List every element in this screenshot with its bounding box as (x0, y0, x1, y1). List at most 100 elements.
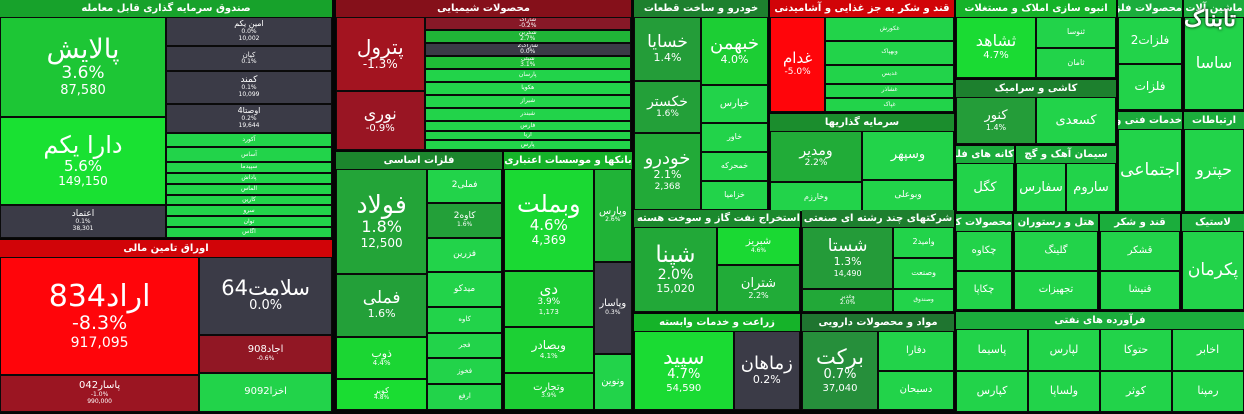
sector-title[interactable]: لاستیک (1182, 214, 1244, 231)
stock-tile[interactable]: شتران 2.2% (717, 264, 800, 312)
stock-tile[interactable]: فزرین (427, 237, 502, 273)
stock-tile[interactable]: کاوه (427, 306, 502, 333)
stock-tile[interactable]: اعتماد 0.1% 38,301 (0, 204, 166, 238)
stock-tile[interactable]: برکت 0.7% 37,040 (802, 331, 878, 410)
stock-tile[interactable]: فجر (427, 332, 502, 359)
stock-tile[interactable]: تجهیزات (1014, 270, 1098, 310)
sector-title[interactable]: استخراج نفت گاز و سوخت هسته ای (634, 210, 800, 227)
stock-tile[interactable]: میدکو (427, 272, 502, 307)
stock-tile[interactable]: دفارا (878, 331, 954, 371)
stock-tile[interactable]: خسایا 1.4% (634, 17, 701, 82)
stock-tile[interactable]: شپلی 3.1% (424, 55, 631, 69)
stock-tile[interactable]: ثامان (1036, 47, 1116, 78)
stock-tile[interactable]: حتوکا (1100, 329, 1172, 371)
stock-tile[interactable]: کسعدی (1036, 97, 1116, 144)
stock-tile[interactable]: خپارس (701, 84, 768, 124)
stock-tile[interactable]: دی 3.9% 1,173 (504, 270, 594, 327)
stock-tile[interactable]: شستا 1.3% 14,490 (802, 227, 894, 289)
stock-tile[interactable]: کگل (956, 163, 1014, 212)
stock-tile[interactable]: ولساپا (1028, 370, 1100, 412)
sector-title[interactable]: انبوه سازی املاک و مستغلات (956, 0, 1116, 17)
stock-tile[interactable]: وسپهر (862, 131, 954, 180)
stock-tile[interactable]: پترول -1.3% (336, 17, 425, 91)
stock-tile[interactable]: وغدیر 2.0% (802, 288, 894, 312)
stock-tile[interactable]: وپاسار 0.3% (593, 261, 632, 355)
sector-title[interactable]: قند و شکر (1100, 214, 1180, 231)
sector-title[interactable]: فرآورده های نفتی (956, 312, 1244, 329)
stock-tile[interactable]: حپترو (1184, 129, 1244, 212)
sector-title[interactable]: ماشین آلات (1184, 0, 1244, 17)
stock-tile[interactable]: وبملت 4.6% 4,369 (504, 169, 594, 271)
stock-tile[interactable]: فملی2 (427, 169, 502, 204)
stock-tile[interactable]: غکورش (825, 17, 954, 41)
sector-title[interactable]: کاشی و سرامیک (956, 80, 1116, 97)
stock-tile[interactable]: پالایش 3.6% 87,580 (0, 17, 166, 118)
stock-tile[interactable]: ساسا (1184, 17, 1244, 110)
stock-tile[interactable]: ساروم (1066, 163, 1116, 212)
sector-title[interactable]: مواد و محصولات دارویی (802, 314, 954, 331)
stock-tile[interactable]: سرو (166, 205, 332, 217)
stock-tile[interactable]: شیراز (424, 94, 631, 108)
stock-tile[interactable]: سلامت64 0.0% (199, 257, 332, 335)
stock-tile[interactable]: وخارزم (770, 181, 862, 212)
stock-tile[interactable]: شبندر (424, 107, 631, 121)
stock-tile[interactable]: اراد834 -8.3% 917,095 (0, 257, 200, 376)
stock-tile[interactable]: خبهمن 4.0% (701, 17, 768, 85)
stock-tile[interactable]: ذوب 4.4% (336, 336, 428, 379)
stock-tile[interactable]: چکاپا (956, 270, 1012, 310)
sector-title[interactable]: بانکها و موسسات اعتباری (504, 152, 632, 169)
sector-title[interactable]: محصولات فلزی (1118, 0, 1182, 17)
stock-tile[interactable]: دسبحان (878, 370, 954, 410)
stock-tile[interactable]: وامید2 (893, 227, 954, 258)
stock-tile[interactable]: قشکر (1100, 231, 1180, 271)
sector-title[interactable]: هتل و رستوران (1014, 214, 1098, 231)
stock-tile[interactable]: خزامیا (701, 181, 768, 210)
stock-tile[interactable]: لپارس (1028, 329, 1100, 371)
sector-title[interactable]: محصولات کاغذی (956, 214, 1012, 231)
stock-tile[interactable]: غدام -5.0% (770, 17, 826, 112)
stock-tile[interactable]: اجاد908 -0.6% (199, 334, 332, 374)
stock-tile[interactable]: کوثر (1100, 370, 1172, 412)
stock-tile[interactable]: فخوز (427, 358, 502, 385)
stock-tile[interactable]: سپید 4.7% 54,590 (634, 331, 734, 410)
stock-tile[interactable]: سفارس (1016, 163, 1066, 212)
stock-tile[interactable]: کاوه2 1.6% (427, 203, 502, 238)
stock-tile[interactable]: اخابر (1172, 329, 1244, 371)
stock-tile[interactable]: نوری -0.9% (336, 90, 425, 150)
stock-tile[interactable]: زماهان 0.2% (733, 331, 800, 410)
stock-tile[interactable]: آکورد (166, 132, 332, 148)
stock-tile[interactable]: گلینگ (1014, 231, 1098, 271)
sector-title[interactable]: فلزات اساسی (336, 152, 502, 169)
sector-title[interactable]: کانه های فلزی (956, 146, 1014, 163)
stock-tile[interactable]: غپاک (825, 97, 954, 112)
sector-title[interactable]: سرمایه گذاریها (770, 114, 954, 131)
stock-tile[interactable]: پارسان (424, 68, 631, 82)
stock-tile[interactable]: شاراک2 0.0% (424, 42, 631, 56)
stock-tile[interactable]: پاسیما (956, 329, 1028, 371)
stock-tile[interactable]: شاراک -0.2% (424, 17, 631, 30)
stock-tile[interactable]: وصنعت (893, 257, 954, 289)
stock-tile[interactable]: کویر 4.8% (336, 378, 428, 410)
sector-title[interactable]: صندوق سرمایه گذاری قابل معامله (0, 0, 332, 17)
stock-tile[interactable]: پاداش (166, 172, 332, 184)
sector-title[interactable]: سیمان آهک و گچ (1016, 146, 1116, 163)
stock-tile[interactable]: وبصادر 4.1% (504, 326, 594, 373)
stock-tile[interactable]: شپنا 2.0% 15,020 (634, 227, 717, 312)
stock-tile[interactable]: فملی 1.6% (336, 273, 428, 337)
stock-tile[interactable]: ثشاهد 4.7% (956, 17, 1036, 78)
sector-title[interactable]: قند و شکر به جز غذایی و آشامیدنی (770, 0, 954, 17)
stock-tile[interactable]: توان (166, 216, 332, 228)
stock-tile[interactable]: وتجارت 3.9% (504, 372, 594, 410)
sector-title[interactable]: اوراق تامین مالی (0, 240, 332, 257)
stock-tile[interactable]: دارا یکم 5.6% 149,150 (0, 117, 166, 205)
stock-tile[interactable]: ونوین (593, 354, 632, 410)
sector-title[interactable]: ارتباطات (1184, 112, 1244, 129)
stock-tile[interactable]: وبوعلی (862, 179, 954, 212)
stock-tile[interactable]: پارس (424, 140, 631, 150)
stock-tile[interactable]: فلزات (1118, 63, 1182, 110)
stock-tile[interactable]: کارین (166, 194, 332, 206)
stock-tile[interactable]: آریا (424, 130, 631, 141)
stock-tile[interactable]: ومدیر 2.2% (770, 131, 862, 182)
sector-title[interactable]: خودرو و ساخت قطعات (634, 0, 768, 17)
sector-title[interactable]: خدمات فنی و مهندسی (1118, 112, 1182, 129)
